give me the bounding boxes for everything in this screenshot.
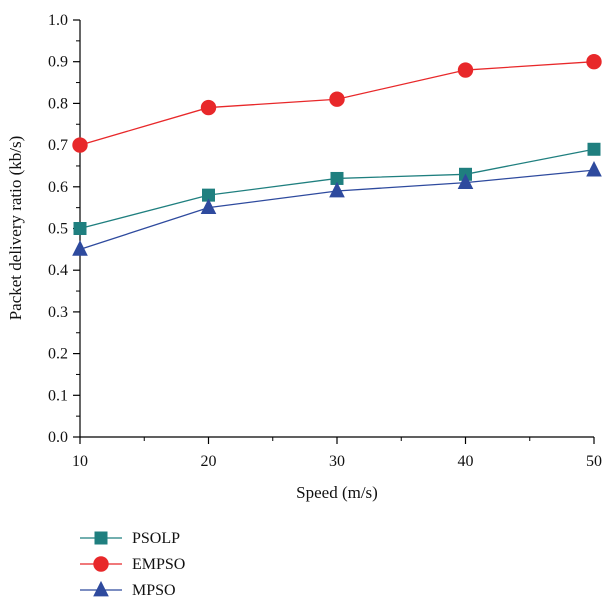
legend-marker-empso — [93, 556, 109, 572]
legend: PSOLP EMPSO MPSO — [80, 530, 185, 599]
y-tick-label: 0.9 — [48, 54, 68, 71]
data-point-mpso — [200, 198, 217, 214]
legend-item-empso: EMPSO — [80, 556, 185, 573]
series-mpso — [72, 160, 602, 256]
data-point-mpso — [586, 160, 602, 177]
legend-label-mpso: MPSO — [132, 582, 176, 599]
data-point-empso — [200, 99, 217, 116]
data-point-mpso — [457, 173, 474, 189]
y-tick-label: 0.6 — [48, 179, 68, 196]
x-tick-label: 30 — [329, 453, 345, 470]
y-tick-label: 0.7 — [48, 137, 68, 154]
y-tick-label: 0.5 — [48, 221, 68, 238]
series-layer — [72, 54, 602, 256]
y-tick-label: 1.0 — [48, 12, 68, 29]
x-tick-label: 20 — [201, 453, 217, 470]
x-tick-label: 10 — [72, 453, 88, 470]
data-point-psolp — [73, 222, 87, 235]
legend-item-mpso: MPSO — [80, 580, 176, 599]
y-tick-label: 0.0 — [48, 429, 68, 446]
data-point-empso — [329, 91, 345, 107]
data-point-empso — [72, 137, 88, 153]
x-tick-label: 50 — [586, 453, 602, 470]
y-tick-label: 0.4 — [48, 262, 68, 279]
y-tick-label: 0.1 — [48, 387, 68, 404]
legend-label-psolp: PSOLP — [132, 530, 180, 547]
x-axis-title: Speed (m/s) — [296, 483, 378, 502]
axes: 0.0 0.1 0.2 0.3 0.4 0.5 0.6 0.7 0.8 0.9 1.0 10 20 30 4… — [48, 12, 602, 470]
data-point-mpso — [72, 240, 88, 256]
legend-item-psolp: PSOLP — [80, 530, 180, 547]
data-point-psolp — [587, 142, 601, 156]
data-point-empso — [457, 62, 474, 78]
y-axis-title: Packet delivery ratio (kb/s) — [6, 136, 25, 321]
legend-label-empso: EMPSO — [132, 556, 185, 573]
legend-marker-psolp — [94, 531, 108, 545]
legend-marker-mpso — [93, 580, 109, 597]
series-empso — [72, 54, 602, 153]
x-tick-label: 40 — [458, 453, 474, 470]
data-point-empso — [586, 54, 602, 70]
y-tick-label: 0.2 — [48, 346, 68, 363]
y-tick-label: 0.8 — [48, 95, 68, 112]
y-tick-label: 0.3 — [48, 304, 68, 321]
data-point-mpso — [329, 181, 345, 198]
